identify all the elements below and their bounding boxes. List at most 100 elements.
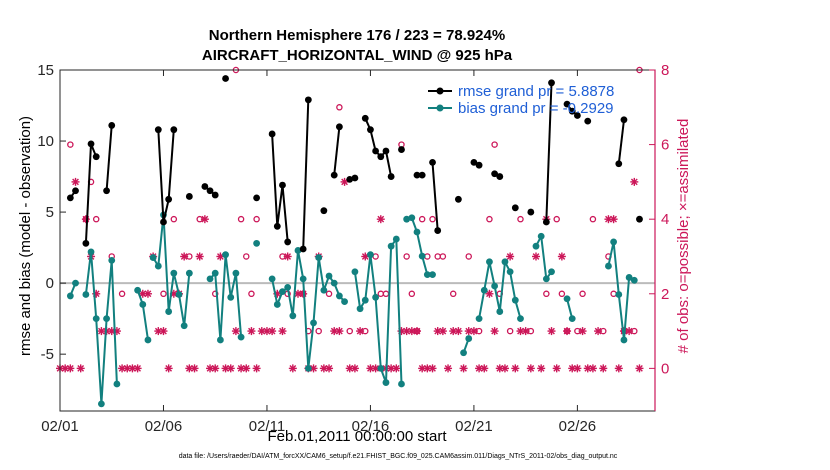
assimilated-obs-marker: [511, 364, 520, 373]
assimilated-obs-marker: [138, 289, 147, 298]
bias-point: [372, 293, 380, 301]
assimilated-obs-marker: [428, 364, 437, 373]
assimilated-obs-marker: [635, 364, 644, 373]
rmse-point: [253, 194, 261, 202]
assimilated-obs-marker: [123, 364, 132, 373]
rmse-point: [185, 193, 193, 200]
bias-point: [108, 256, 116, 264]
bias-point: [273, 301, 281, 308]
possible-obs-marker: [211, 290, 219, 298]
bias-line-segment: [152, 214, 191, 326]
y-tick-label-right: 6: [661, 137, 669, 154]
assimilated-obs-marker: [614, 364, 623, 373]
possible-obs-marker: [543, 290, 550, 298]
assimilated-obs-marker: [278, 327, 287, 336]
bias-point: [532, 242, 540, 250]
series-layer: [66, 75, 643, 408]
possible-obs-marker: [439, 253, 447, 260]
bias-point: [72, 279, 79, 287]
y-tick-label-right: 2: [661, 286, 669, 303]
rmse-point: [299, 245, 307, 253]
assimilated-obs-marker: [537, 364, 546, 373]
legend-bias-label: bias grand pr = -0.2929: [458, 100, 614, 117]
rmse-point: [268, 130, 276, 138]
possible-obs-marker: [346, 327, 353, 335]
rmse-point: [548, 79, 555, 87]
assimilated-obs-marker: [444, 364, 453, 373]
rmse-point: [320, 207, 328, 215]
y-tick-label-right: 8: [661, 62, 669, 79]
rmse-point: [304, 96, 312, 104]
assimilated-obs-marker: [71, 177, 80, 186]
bias-point: [387, 242, 395, 250]
bias-point: [180, 322, 188, 330]
bias-point: [253, 239, 261, 247]
rmse-point: [511, 204, 519, 212]
x-tick-label: 02/01: [41, 418, 79, 435]
bias-point: [284, 283, 292, 291]
assimilated-obs-marker: [433, 327, 442, 336]
assimilated-obs-marker: [283, 252, 292, 261]
assimilated-obs-marker: [221, 364, 230, 373]
rmse-point: [563, 100, 571, 108]
possible-obs-marker: [170, 215, 178, 223]
y-tick-label-left: 15: [37, 62, 54, 79]
y-tick-label-right: 0: [661, 360, 669, 377]
bias-point: [517, 315, 524, 323]
bias-point: [97, 400, 105, 408]
bias-point: [232, 269, 240, 277]
assimilated-obs-marker: [216, 252, 225, 261]
bias-point: [227, 293, 235, 301]
bias-point: [486, 258, 493, 266]
assimilated-obs-marker: [402, 327, 411, 336]
rmse-point: [92, 153, 100, 161]
bias-point: [144, 336, 152, 344]
possible-obs-marker: [418, 215, 426, 223]
x-tick-label: 02/16: [352, 418, 390, 435]
possible-obs-marker: [237, 215, 245, 223]
assimilated-obs-marker: [588, 364, 597, 373]
rmse-point: [222, 75, 229, 82]
y-axis-label-left: rmse and bias (model - observation): [17, 116, 34, 356]
assimilated-obs-marker: [81, 215, 90, 224]
bias-point: [630, 276, 638, 284]
bias-point: [460, 349, 467, 357]
bias-point: [506, 268, 514, 276]
assimilated-obs-marker: [211, 364, 220, 373]
assimilated-obs-marker: [247, 327, 256, 336]
rmse-point: [398, 146, 405, 153]
assimilated-obs-marker: [500, 364, 509, 373]
rmse-point: [201, 183, 209, 190]
rmse-line-segment: [545, 82, 553, 223]
assimilated-obs-marker: [552, 364, 561, 373]
bias-point: [351, 268, 359, 276]
rmse-line-segment: [333, 126, 341, 176]
rmse-point: [382, 147, 390, 155]
assimilated-obs-marker: [376, 215, 385, 224]
rmse-point: [335, 123, 343, 131]
bias-point: [154, 262, 162, 270]
rmse-point: [170, 126, 178, 134]
assimilated-obs-marker: [594, 327, 603, 336]
assimilated-obs-marker: [143, 289, 152, 298]
assimilated-obs-marker: [76, 364, 85, 373]
bias-point: [113, 380, 121, 388]
bias-point: [496, 308, 504, 315]
rmse-point: [211, 191, 219, 199]
rmse-point: [387, 173, 395, 180]
rmse-point: [496, 173, 504, 180]
bias-point: [429, 271, 436, 278]
bias-point: [356, 305, 364, 313]
possible-obs-marker: [491, 141, 498, 148]
possible-obs-marker: [315, 327, 322, 335]
bias-point: [341, 298, 348, 305]
assimilated-obs-marker: [288, 364, 297, 373]
assimilated-obs-marker: [490, 327, 499, 336]
bias-point: [423, 271, 431, 278]
assimilated-obs-marker: [469, 327, 478, 336]
assimilated-obs-marker: [180, 252, 189, 261]
assimilated-obs-marker: [242, 364, 251, 373]
bias-point: [615, 291, 623, 298]
bias-point: [620, 336, 628, 344]
bias-point: [211, 269, 219, 277]
